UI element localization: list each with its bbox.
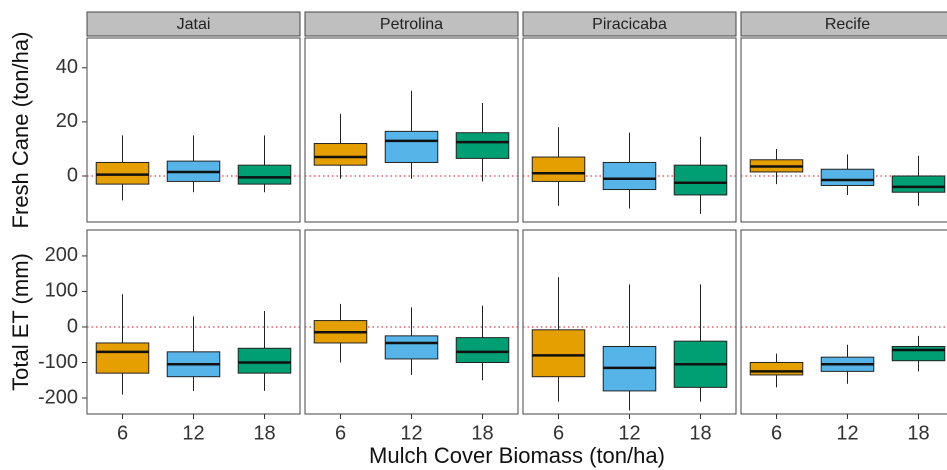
panel: [740, 37, 947, 223]
y-tick-label: 0: [67, 315, 78, 337]
y-tick-label: 200: [45, 244, 78, 266]
x-tick-label: 18: [689, 422, 711, 444]
x-tick-label: 12: [182, 422, 204, 444]
box: [455, 132, 510, 159]
box: [602, 161, 657, 191]
box: [95, 161, 150, 185]
x-tick-label: 6: [117, 422, 128, 444]
box: [384, 335, 439, 360]
box: [749, 361, 804, 376]
x-tick-label: 18: [253, 422, 275, 444]
y-tick-label: 40: [56, 56, 78, 78]
box: [673, 164, 728, 196]
strip: [304, 11, 519, 37]
box: [820, 168, 875, 186]
box: [384, 130, 439, 163]
x-tick-label: 12: [618, 422, 640, 444]
box: [237, 164, 292, 185]
y-tick-label: -200: [38, 386, 78, 408]
x-tick-label: 12: [400, 422, 422, 444]
panel: [740, 229, 947, 415]
x-tick-label: 18: [907, 422, 929, 444]
x-tick-label: 6: [553, 422, 564, 444]
strip-text: Piracicaba: [592, 16, 667, 33]
box: [237, 347, 292, 374]
y-axis-title: Fresh Cane (ton/ha): [8, 32, 33, 229]
x-tick-label: 18: [471, 422, 493, 444]
strip: [86, 11, 301, 37]
x-tick-label: 12: [836, 422, 858, 444]
y-tick-label: 20: [56, 110, 78, 132]
box: [531, 156, 586, 182]
y-axis-title: Total ET (mm): [8, 253, 33, 391]
y-tick-label: 100: [45, 280, 78, 302]
x-tick-label: 6: [335, 422, 346, 444]
box: [455, 337, 510, 363]
strip: [740, 11, 947, 37]
panel: [86, 37, 301, 223]
box: [531, 329, 586, 378]
box: [891, 175, 946, 193]
strip: [522, 11, 737, 37]
box: [313, 143, 368, 166]
x-axis-title: Mulch Cover Biomass (ton/ha): [369, 443, 665, 468]
strip-text: Recife: [825, 16, 870, 33]
strip-text: Jatai: [177, 16, 211, 33]
box: [891, 346, 946, 362]
y-tick-label: 0: [67, 164, 78, 186]
strip-text: Petrolina: [380, 16, 443, 33]
box: [95, 342, 150, 374]
x-tick-label: 6: [771, 422, 782, 444]
y-tick-label: -100: [38, 351, 78, 373]
